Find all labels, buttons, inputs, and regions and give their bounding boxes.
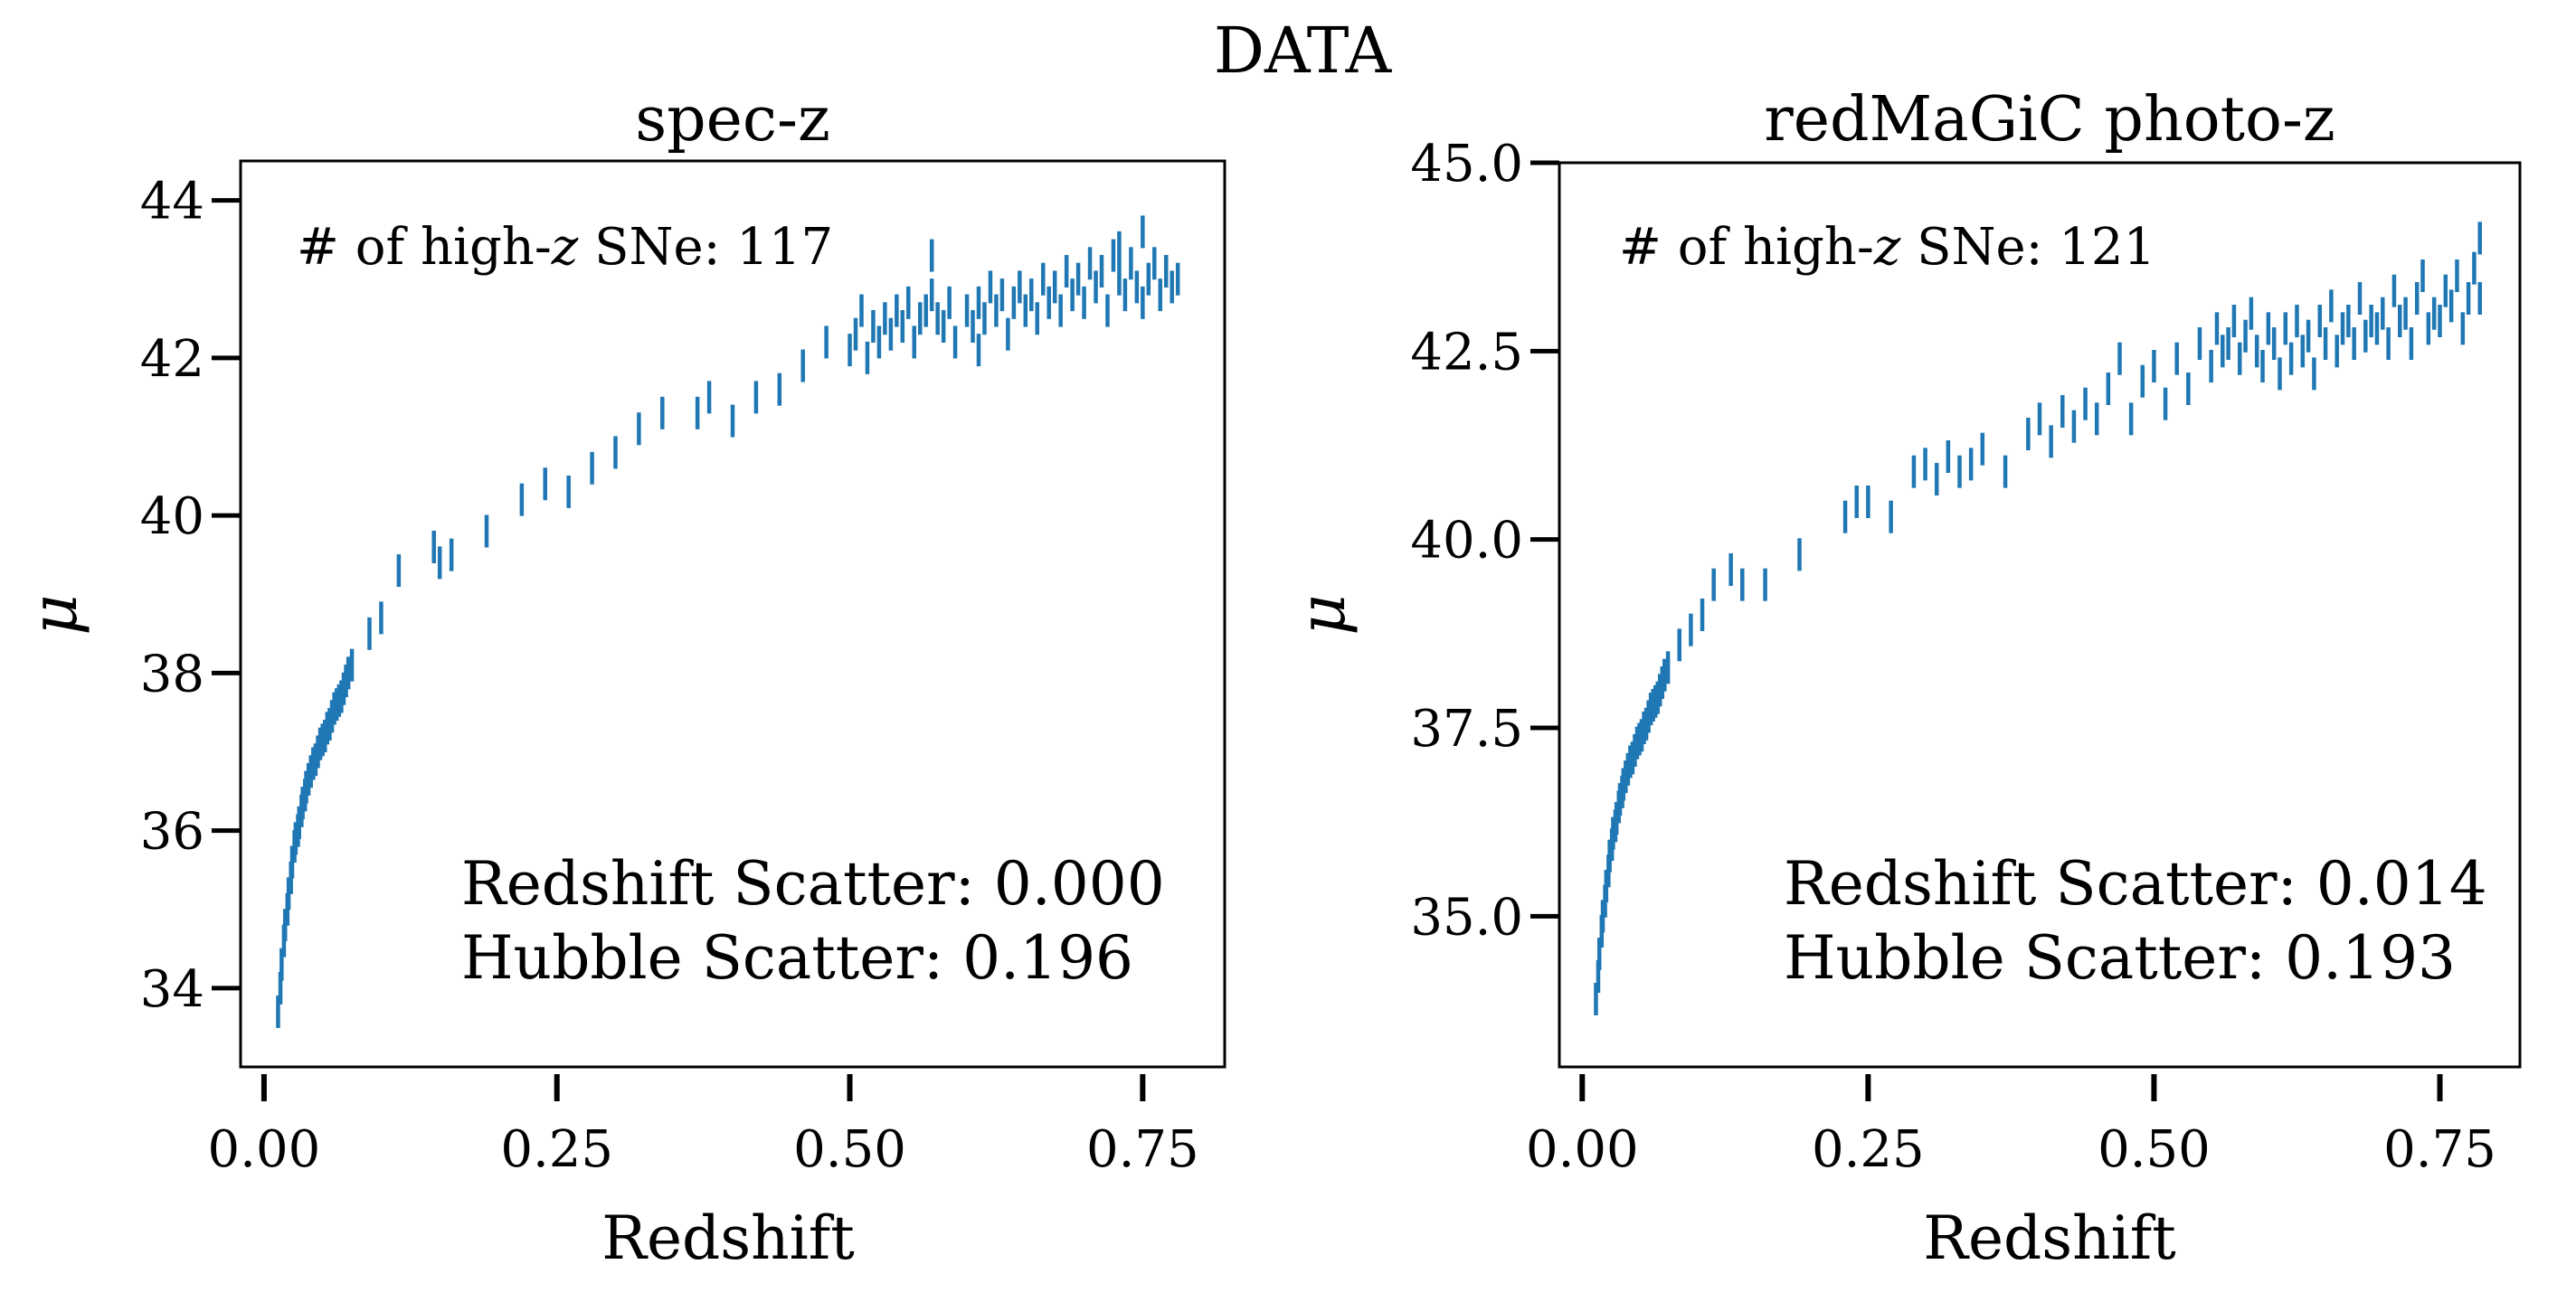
panel-title-redmagic-photo-z: redMaGiC photo-z bbox=[1764, 84, 2335, 156]
y-axis-label-redmagic-photo-z: μ bbox=[1285, 594, 1359, 636]
x-tick-label: 0.00 bbox=[208, 1120, 321, 1179]
redshift-scatter-label-spec-z: Redshift Scatter: 0.000 bbox=[461, 849, 1165, 919]
panel-spec-z: spec-z 0.00 0.25 0.50 0.75 34 36 38 40 42 44 # of… bbox=[17, 84, 1226, 1273]
x-axis-label-redmagic-photo-z: Redshift bbox=[1923, 1203, 2175, 1273]
hubble-scatter-label-spec-z: Hubble Scatter: 0.196 bbox=[461, 923, 1133, 993]
y-tick-label: 45.0 bbox=[1410, 135, 1523, 193]
x-tick-label: 0.50 bbox=[793, 1120, 906, 1179]
count-label-z: z bbox=[551, 218, 579, 277]
x-tick-label: 0.25 bbox=[500, 1120, 613, 1179]
x-tick-label: 0.75 bbox=[1086, 1120, 1199, 1179]
y-axis-label-spec-z: μ bbox=[17, 594, 91, 636]
plot-area-redmagic-photo-z bbox=[1558, 161, 2522, 1069]
count-label-spec-z: # of high-z SNe: 117 bbox=[297, 218, 833, 277]
y-tick-label: 42.5 bbox=[1410, 323, 1523, 382]
figure-suptitle: DATA bbox=[1214, 14, 1393, 88]
y-tick-label: 37.5 bbox=[1410, 700, 1523, 759]
y-tick-label: 40.0 bbox=[1410, 512, 1523, 571]
y-tick-label: 38 bbox=[140, 645, 204, 703]
y-tick-label: 36 bbox=[140, 803, 204, 862]
x-tick-label: 0.25 bbox=[1812, 1120, 1925, 1179]
count-label-suffix: SNe: 117 bbox=[578, 218, 833, 277]
x-axis-label-spec-z: Redshift bbox=[601, 1203, 854, 1273]
panel-redmagic-photo-z: redMaGiC photo-z 0.00 0.25 0.50 0.75 35.0 37.… bbox=[1285, 84, 2522, 1273]
data-points-spec-z bbox=[276, 215, 1180, 1029]
y-tick-label: 34 bbox=[140, 960, 204, 1019]
count-label-redmagic-photo-z: # of high-z SNe: 121 bbox=[1619, 218, 2155, 277]
data-points-redmagic-photo-z bbox=[1594, 222, 2482, 1015]
panel-title-spec-z: spec-z bbox=[635, 84, 830, 156]
count-label-suffix: SNe: 121 bbox=[1900, 218, 2155, 277]
y-tick-label: 42 bbox=[140, 330, 204, 389]
ticks-redmagic-photo-z: 0.00 0.25 0.50 0.75 35.0 37.5 40.0 42.5 45.0 bbox=[1410, 135, 2496, 1179]
ticks-spec-z: 0.00 0.25 0.50 0.75 34 36 38 40 42 44 bbox=[140, 173, 1199, 1179]
x-tick-label: 0.50 bbox=[2098, 1120, 2211, 1179]
plot-area-spec-z bbox=[239, 159, 1226, 1069]
count-label-prefix: # of high- bbox=[1619, 218, 1874, 277]
x-tick-label: 0.00 bbox=[1526, 1120, 1639, 1179]
redshift-scatter-label-redmagic-photo-z: Redshift Scatter: 0.014 bbox=[1784, 849, 2487, 919]
y-tick-label: 35.0 bbox=[1410, 888, 1523, 947]
count-label-prefix: # of high- bbox=[297, 218, 552, 277]
y-tick-label: 44 bbox=[140, 173, 204, 231]
hubble-scatter-label-redmagic-photo-z: Hubble Scatter: 0.193 bbox=[1784, 923, 2456, 993]
x-tick-label: 0.75 bbox=[2383, 1120, 2496, 1179]
count-label-z: z bbox=[1873, 218, 1901, 277]
y-tick-label: 40 bbox=[140, 487, 204, 546]
